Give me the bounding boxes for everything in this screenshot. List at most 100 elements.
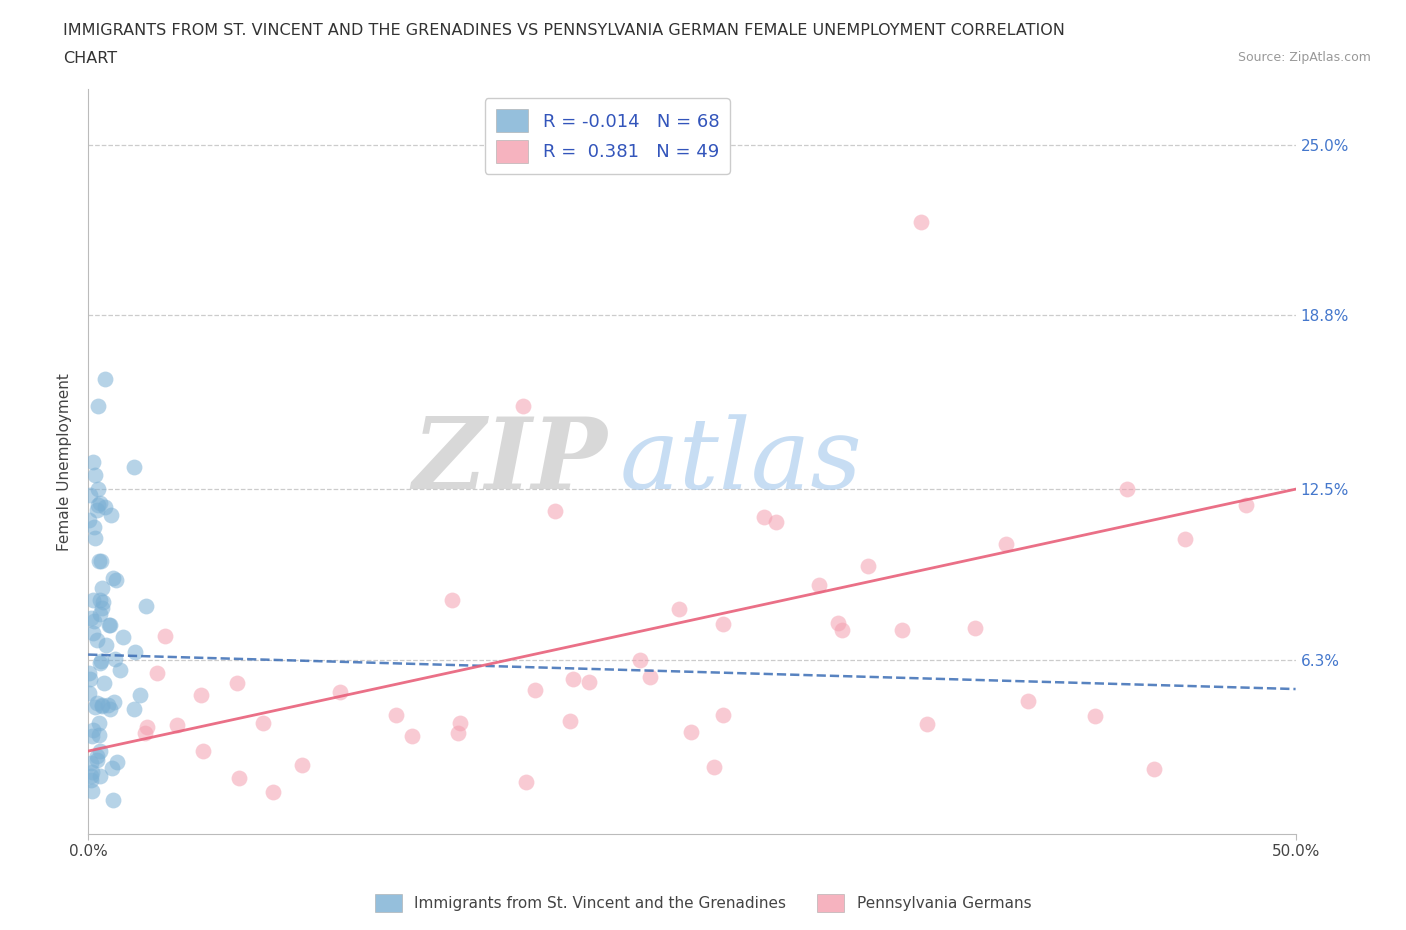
Point [84, 530, 107, 545]
Point [808, 578, 831, 592]
Point [155, 629, 177, 644]
Text: Source: ZipAtlas.com: Source: ZipAtlas.com [1237, 51, 1371, 64]
Point [544, 504, 567, 519]
Point [754, 510, 776, 525]
Point [101, 570, 124, 585]
Legend: R = -0.014   N = 68, R =  0.381   N = 49: R = -0.014 N = 68, R = 0.381 N = 49 [485, 99, 730, 174]
Point [128, 687, 150, 702]
Point [103, 695, 125, 710]
Point [80, 729, 103, 744]
Point [80, 764, 103, 779]
Point [83, 699, 105, 714]
Point [1115, 482, 1137, 497]
Point [79, 769, 101, 784]
Point [122, 459, 145, 474]
Point [90, 653, 112, 668]
Point [87, 498, 110, 512]
Point [190, 687, 212, 702]
Point [79, 487, 101, 502]
Point [93, 499, 115, 514]
Point [225, 675, 247, 690]
Point [401, 728, 423, 743]
Point [90, 553, 112, 568]
Point [89, 592, 111, 607]
Point [124, 644, 146, 659]
Point [711, 707, 734, 722]
Point [94, 637, 117, 652]
Point [827, 616, 849, 631]
Point [524, 683, 547, 698]
Point [108, 662, 131, 677]
Point [89, 606, 111, 621]
Point [86, 753, 108, 768]
Point [98, 618, 121, 632]
Point [94, 371, 117, 386]
Point [711, 617, 734, 631]
Point [994, 537, 1017, 551]
Point [856, 558, 879, 573]
Point [1174, 531, 1197, 546]
Point [90, 698, 112, 713]
Point [910, 214, 932, 229]
Point [80, 611, 103, 626]
Point [100, 508, 122, 523]
Point [93, 675, 115, 690]
Point [82, 626, 104, 641]
Point [1017, 694, 1039, 709]
Point [82, 592, 104, 607]
Point [1234, 498, 1257, 512]
Point [101, 760, 124, 775]
Point [440, 592, 463, 607]
Point [90, 698, 112, 712]
Point [291, 757, 314, 772]
Point [112, 630, 135, 644]
Point [87, 553, 110, 568]
Point [98, 701, 121, 716]
Point [638, 670, 661, 684]
Point [124, 701, 146, 716]
Point [228, 770, 250, 785]
Point [166, 717, 188, 732]
Point [91, 600, 114, 615]
Point [86, 749, 108, 764]
Point [105, 754, 128, 769]
Point [915, 716, 938, 731]
Point [87, 727, 110, 742]
Point [86, 502, 108, 517]
Point [134, 725, 156, 740]
Point [83, 613, 105, 628]
Text: atlas: atlas [620, 414, 862, 510]
Point [77, 512, 100, 527]
Point [562, 671, 585, 686]
Point [136, 720, 159, 735]
Point [79, 773, 101, 788]
Point [146, 666, 169, 681]
Point [578, 674, 600, 689]
Point [82, 723, 104, 737]
Point [97, 618, 120, 632]
Point [1084, 708, 1107, 723]
Point [77, 666, 100, 681]
Point [668, 602, 690, 617]
Point [105, 573, 128, 588]
Point [79, 685, 101, 700]
Point [87, 399, 110, 414]
Point [91, 595, 114, 610]
Point [679, 724, 702, 739]
Point [252, 715, 274, 730]
Point [191, 744, 214, 759]
Point [385, 707, 408, 722]
Point [512, 399, 534, 414]
Point [84, 468, 107, 483]
Legend: Immigrants from St. Vincent and the Grenadines, Pennsylvania Germans: Immigrants from St. Vincent and the Gren… [368, 888, 1038, 918]
Point [831, 622, 853, 637]
Point [135, 599, 157, 614]
Point [558, 713, 581, 728]
Point [449, 715, 471, 730]
Point [104, 652, 127, 667]
Point [83, 520, 105, 535]
Point [965, 621, 987, 636]
Point [262, 785, 284, 800]
Point [86, 696, 108, 711]
Point [79, 671, 101, 686]
